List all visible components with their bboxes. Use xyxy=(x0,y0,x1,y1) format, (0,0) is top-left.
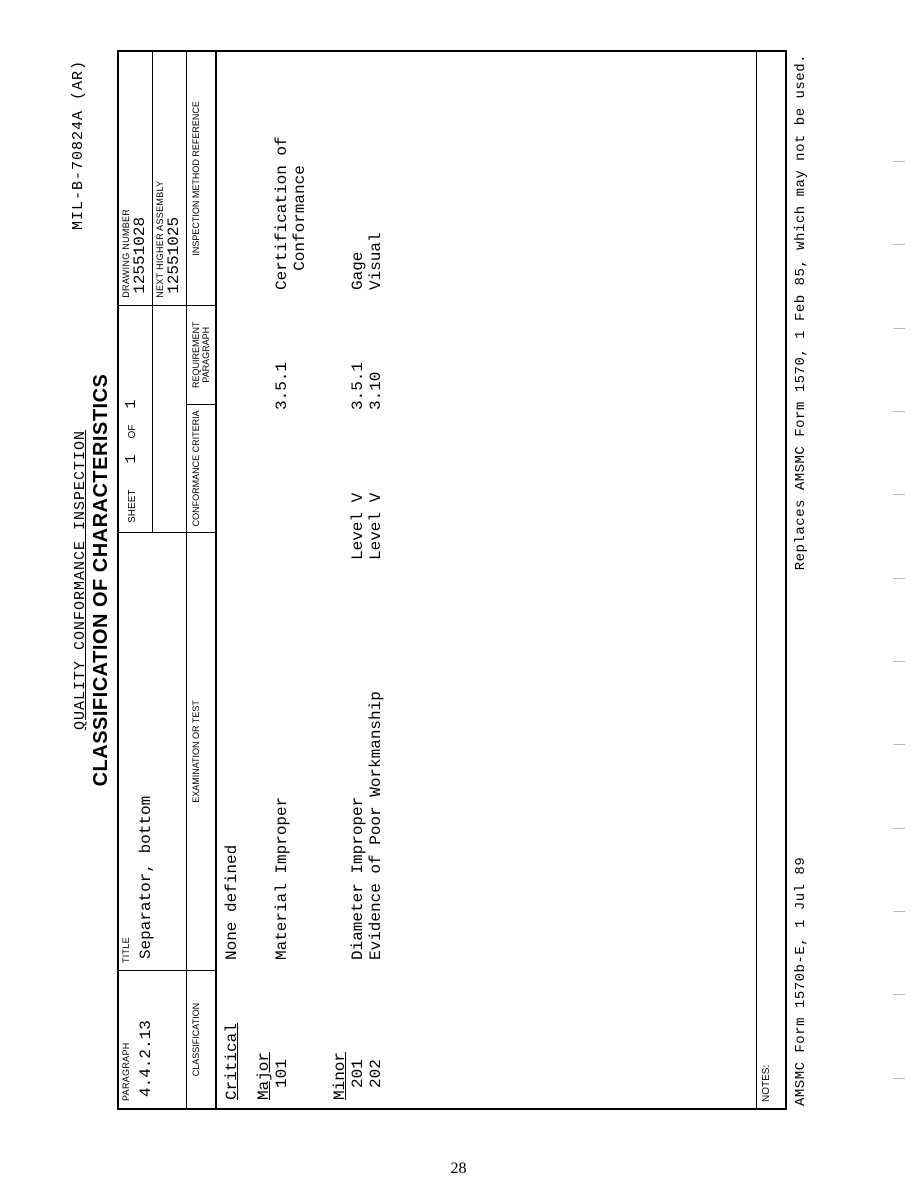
sheet-label: SHEET xyxy=(127,490,138,523)
col-conformance: CONFORMANCE CRITERIA xyxy=(187,404,217,532)
cell-assembly: NEXT HIGHER ASSEMBLY 12551025 xyxy=(153,51,187,305)
minor-201-exam: Diameter Improper xyxy=(349,560,367,960)
col-requirement: REQUIREMENT PARAGRAPH xyxy=(187,305,217,404)
assembly-value: 12551025 xyxy=(165,53,185,304)
cell-drawing: DRAWING NUMBER 12551028 xyxy=(118,51,153,305)
of-value: 1 xyxy=(123,400,140,409)
paragraph-label: PARAGRAPH xyxy=(120,972,131,1107)
cell-paragraph: PARAGRAPH 4.4.2.13 xyxy=(118,971,187,1109)
scan-artifacts xyxy=(889,120,909,1120)
header-line-2: CLASSIFICATION OF CHARACTERISTICS xyxy=(90,50,113,1110)
cell-title: TITLE Separator, bottom xyxy=(118,532,187,970)
body-cell: Critical None defined Major 101 Material… xyxy=(216,51,756,1109)
minor-202-insp: Visual xyxy=(367,60,385,290)
major-label: Major xyxy=(255,1052,273,1100)
minor-201-conf: Level V xyxy=(349,410,367,560)
major-101-insp-line1: Certification of Conformance xyxy=(273,60,309,290)
footer-right: Replaces AMSMC Form 1570, 1 Feb 85, whic… xyxy=(793,54,809,570)
minor-202-exam: Evidence of Poor Workmanship xyxy=(367,560,385,960)
minor-201-id: 201 xyxy=(349,960,367,1100)
major-101-insp: Certification of Conformance xyxy=(273,60,309,290)
assembly-label: NEXT HIGHER ASSEMBLY xyxy=(154,53,165,304)
classification-form: PARAGRAPH 4.4.2.13 TITLE Separator, bott… xyxy=(117,50,787,1110)
major-101-conf xyxy=(273,410,309,560)
minor-201-insp: Gage xyxy=(349,60,367,290)
of-label: OF xyxy=(127,425,138,439)
form-footer: AMSMC Form 1570b-E, 1 Jul 89 Replaces AM… xyxy=(787,50,809,1110)
minor-201-req: 3.5.1 xyxy=(349,290,367,410)
cell-empty xyxy=(153,305,187,532)
title-label: TITLE xyxy=(120,534,131,969)
document-id: MIL-B-70824A (AR) xyxy=(70,60,87,230)
footer-left: AMSMC Form 1570b-E, 1 Jul 89 xyxy=(793,857,809,1106)
major-101-id: 101 xyxy=(273,960,309,1100)
minor-202-id: 202 xyxy=(367,960,385,1100)
col-examination: EXAMINATION OR TEST xyxy=(187,532,217,970)
col-classification: CLASSIFICATION xyxy=(187,971,217,1109)
drawing-label: DRAWING NUMBER xyxy=(120,53,131,304)
paragraph-value: 4.4.2.13 xyxy=(131,972,157,1107)
major-101-exam: Material Improper xyxy=(273,560,309,960)
drawing-value: 12551028 xyxy=(131,53,151,304)
page-number: 28 xyxy=(0,1160,917,1178)
minor-202-req: 3.10 xyxy=(367,290,385,410)
col-inspection: INSPECTION METHOD REFERENCE xyxy=(187,51,217,305)
sheet-value: 1 xyxy=(123,455,140,464)
major-101-req: 3.5.1 xyxy=(273,290,309,410)
cell-sheet: SHEET 1 OF 1 xyxy=(118,305,153,532)
minor-label: Minor xyxy=(331,1052,349,1100)
critical-label: Critical xyxy=(223,1023,241,1100)
critical-text: None defined xyxy=(223,560,241,960)
notes-cell: NOTES: xyxy=(756,51,786,1109)
minor-202-conf: Level V xyxy=(367,410,385,560)
title-value: Separator, bottom xyxy=(131,534,157,969)
